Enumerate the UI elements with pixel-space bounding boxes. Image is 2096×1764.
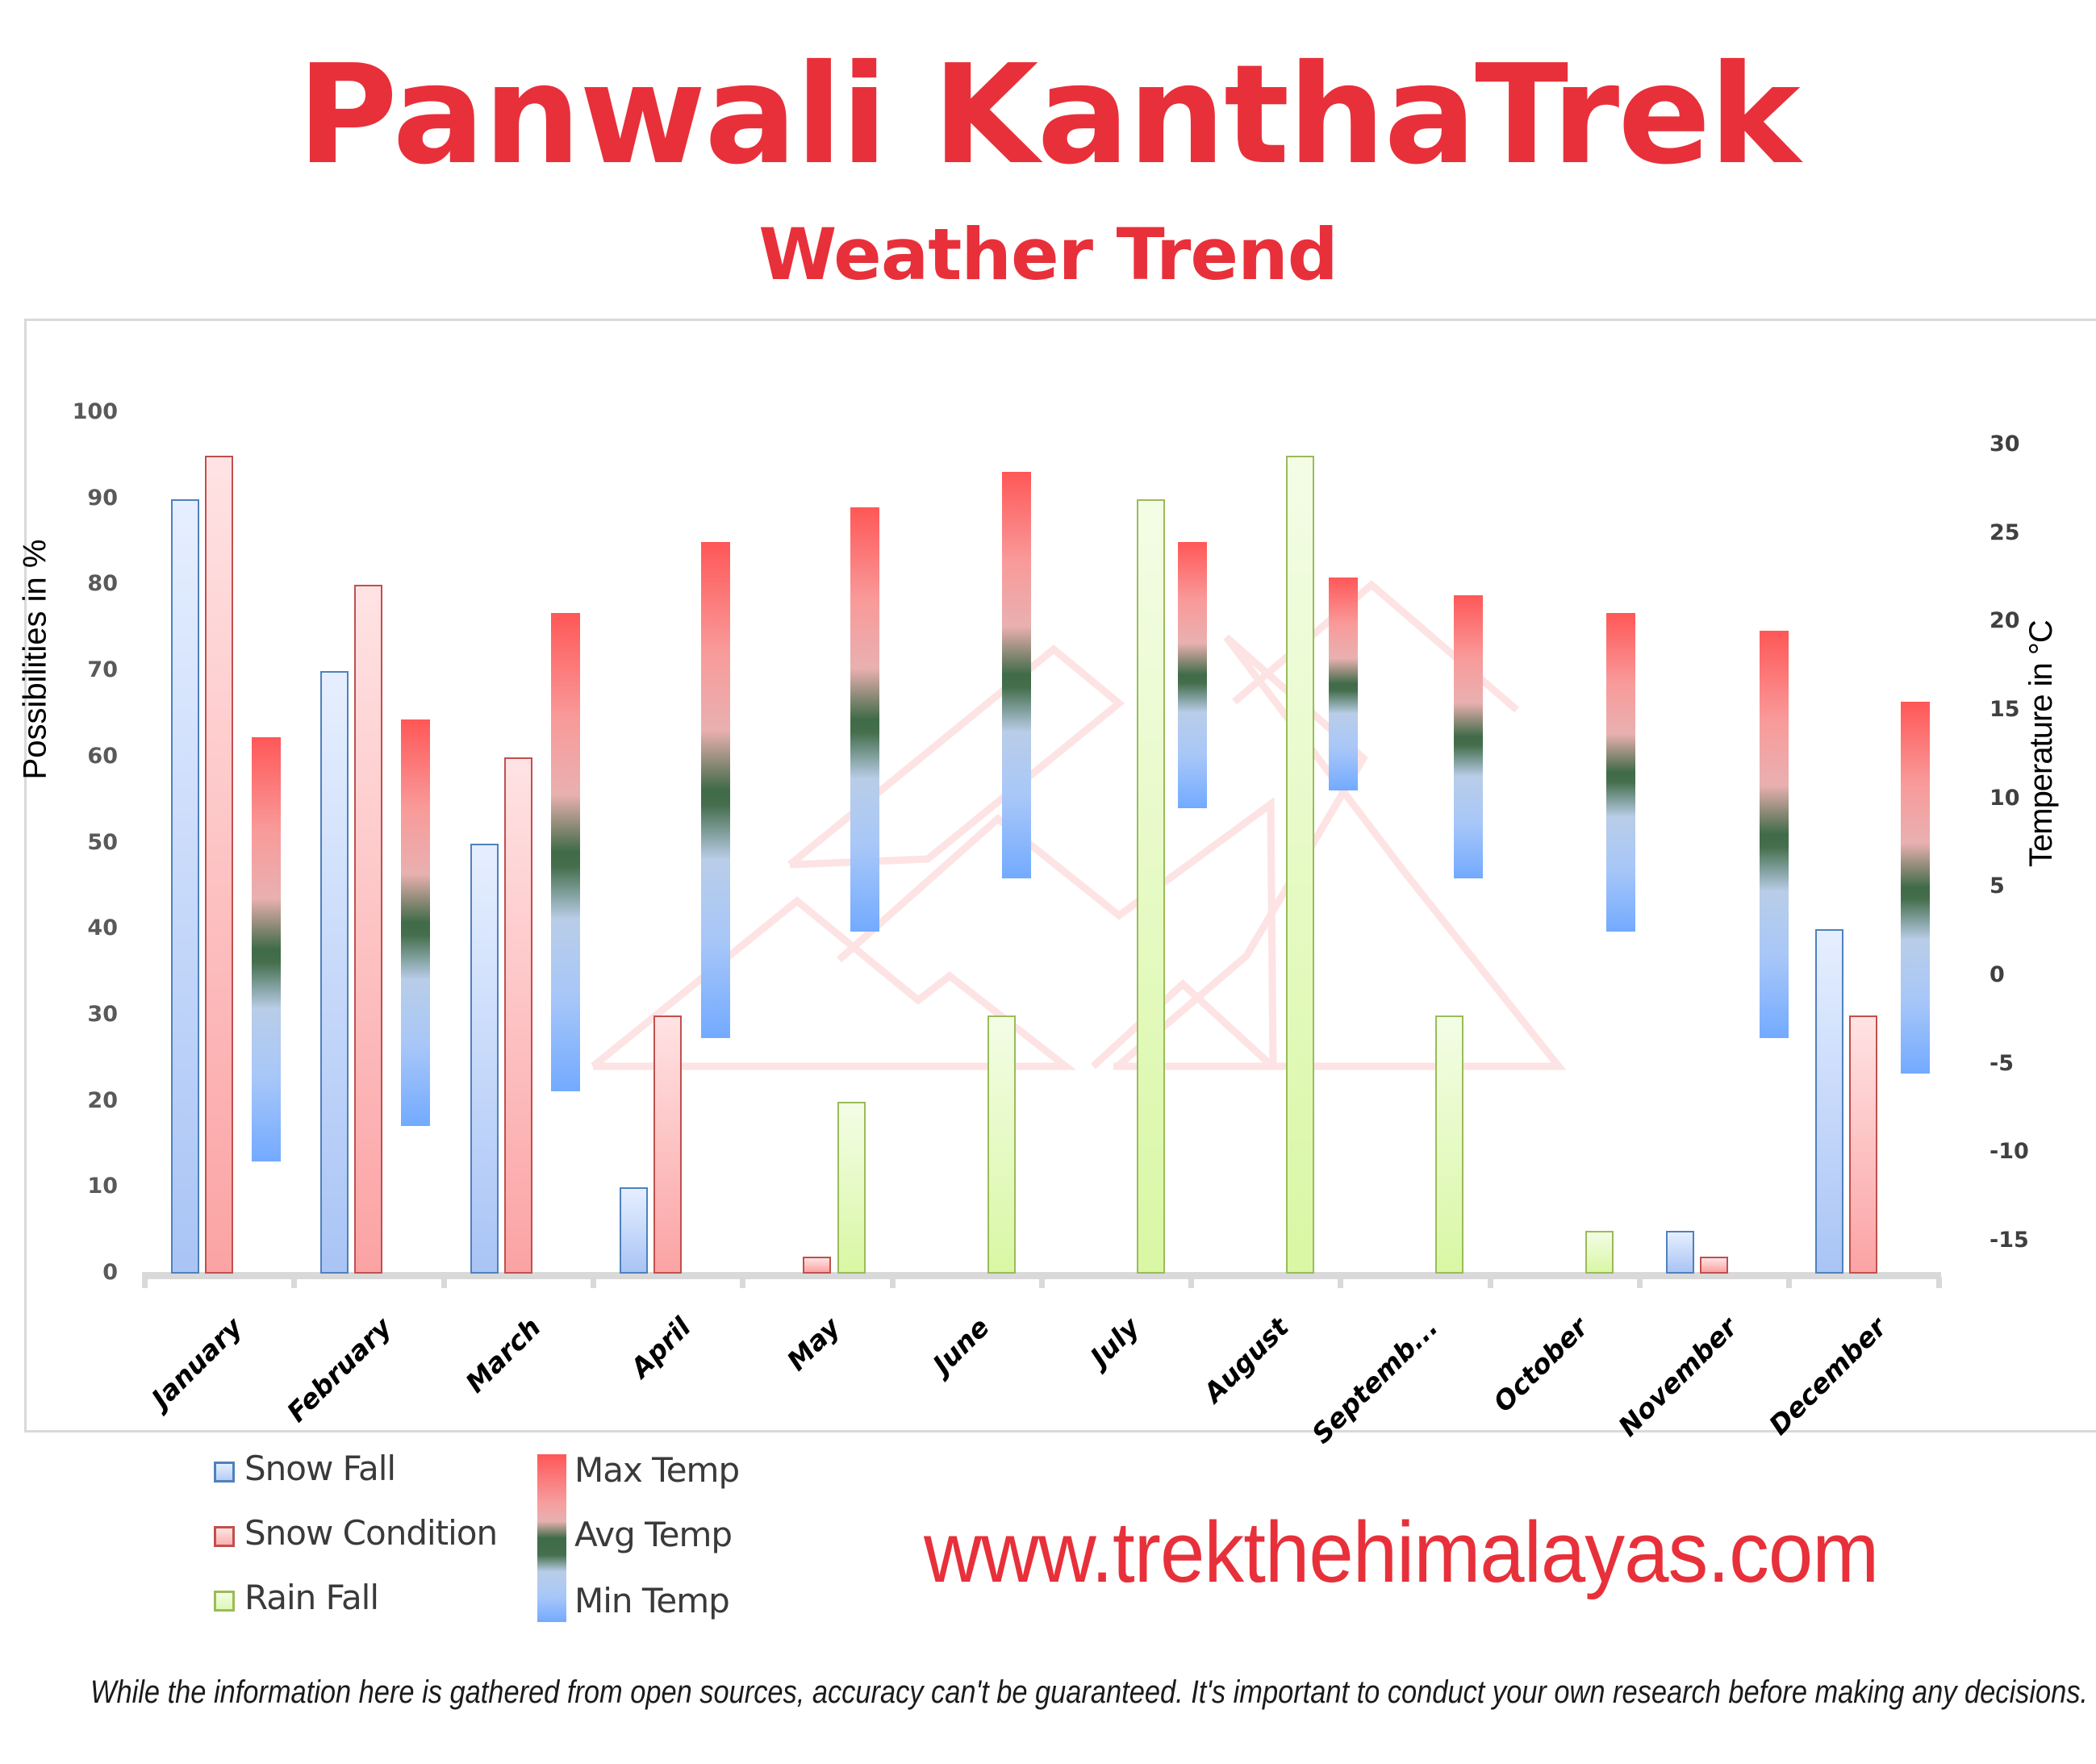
y-tick-label: 0 — [102, 1260, 118, 1285]
y2-tick-label: -5 — [1990, 1050, 2014, 1076]
bar-temperature-range — [1454, 595, 1484, 879]
y-tick-label: 50 — [87, 829, 118, 855]
x-tick — [1786, 1277, 1793, 1288]
bar-temperature-range — [252, 736, 281, 1162]
y-tick-label: 40 — [87, 915, 118, 941]
y2-tick-label: 5 — [1990, 874, 2005, 899]
y2-tick-label: 30 — [1990, 431, 2020, 457]
bar-snow-condition — [803, 1256, 832, 1274]
bar-snow-condition — [205, 456, 233, 1274]
chart-title: Panwali KanthaTrek — [297, 35, 1800, 195]
bar-snow-fall — [470, 843, 499, 1274]
y-tick-label: 60 — [87, 743, 118, 769]
y2-tick-label: 10 — [1990, 785, 2020, 811]
x-tick — [1637, 1277, 1643, 1288]
bar-temperature-range — [1177, 542, 1207, 808]
bar-snow-condition — [653, 1015, 682, 1274]
y2-axis-label: Temperature in °C — [2023, 620, 2059, 867]
bar-rain-fall — [837, 1101, 866, 1274]
legend-label-max-temp: Max Temp — [574, 1450, 740, 1490]
legend-label-min-temp: Min Temp — [574, 1581, 730, 1620]
legend-swatch-snow-condition — [214, 1526, 235, 1547]
x-tick — [1487, 1277, 1493, 1288]
bar-temperature-range — [401, 719, 431, 1127]
bar-temperature-range — [1760, 631, 1789, 1038]
website-url: www.trekthehimalayas.com — [924, 1503, 1879, 1600]
x-tick — [1935, 1277, 1942, 1288]
y-tick-label: 80 — [87, 571, 118, 597]
x-tick — [1338, 1277, 1344, 1288]
bar-rain-fall — [1435, 1015, 1464, 1274]
bar-snow-fall — [1815, 929, 1844, 1274]
bar-temperature-range — [850, 507, 880, 932]
y2-tick-label: 0 — [1990, 962, 2005, 987]
bar-snow-fall — [320, 671, 349, 1274]
bar-snow-fall — [619, 1187, 648, 1274]
x-tick — [590, 1277, 596, 1288]
y2-tick-label: 25 — [1990, 519, 2020, 545]
y2-tick-label: 20 — [1990, 608, 2020, 634]
bar-snow-condition — [1700, 1256, 1728, 1274]
legend-label-rain-fall: Rain Fall — [244, 1578, 379, 1617]
bar-temperature-range — [1901, 701, 1931, 1074]
x-tick — [889, 1277, 896, 1288]
bar-rain-fall — [1286, 456, 1315, 1274]
bar-temperature-range — [1329, 578, 1359, 790]
chart-subtitle: Weather Trend — [758, 213, 1338, 296]
bar-temperature-range — [550, 613, 580, 1091]
x-tick — [740, 1277, 746, 1288]
bar-snow-condition — [503, 757, 532, 1274]
y-tick-label: 70 — [87, 657, 118, 683]
y2-tick-label: 15 — [1990, 696, 2020, 722]
disclaimer-text: While the information here is gathered f… — [90, 1674, 2088, 1710]
x-axis-line — [142, 1272, 1941, 1279]
bar-rain-fall — [987, 1015, 1016, 1274]
bar-snow-fall — [1666, 1230, 1694, 1274]
y2-tick-label: -10 — [1990, 1139, 2029, 1165]
chart-frame — [24, 319, 2096, 1432]
bar-temperature-range — [1605, 613, 1635, 932]
legend-label-snow-condition: Snow Condition — [244, 1513, 498, 1553]
x-tick — [1188, 1277, 1195, 1288]
y-axis-label: Possibilities in % — [17, 539, 53, 780]
x-tick — [291, 1277, 298, 1288]
y-tick-label: 90 — [87, 485, 118, 511]
bar-snow-condition — [1849, 1015, 1878, 1274]
legend-label-snow-fall: Snow Fall — [244, 1449, 396, 1488]
y-tick-label: 10 — [87, 1174, 118, 1199]
bar-snow-condition — [354, 585, 383, 1274]
bar-temperature-range — [1001, 471, 1031, 879]
y-tick-label: 100 — [72, 399, 118, 424]
bar-rain-fall — [1136, 498, 1165, 1274]
y-tick-label: 20 — [87, 1087, 118, 1113]
bar-rain-fall — [1585, 1230, 1614, 1274]
legend-temp-gradient-icon — [537, 1454, 566, 1622]
y2-tick-label: -15 — [1990, 1228, 2029, 1253]
y-tick-label: 30 — [87, 1001, 118, 1027]
legend-swatch-rain-fall — [214, 1591, 235, 1612]
bar-temperature-range — [700, 542, 730, 1038]
legend-label-avg-temp: Avg Temp — [574, 1515, 733, 1554]
x-tick — [440, 1277, 447, 1288]
legend-swatch-snow-fall — [214, 1462, 235, 1483]
bar-snow-fall — [171, 498, 199, 1274]
x-tick — [142, 1277, 148, 1288]
x-tick — [1038, 1277, 1045, 1288]
